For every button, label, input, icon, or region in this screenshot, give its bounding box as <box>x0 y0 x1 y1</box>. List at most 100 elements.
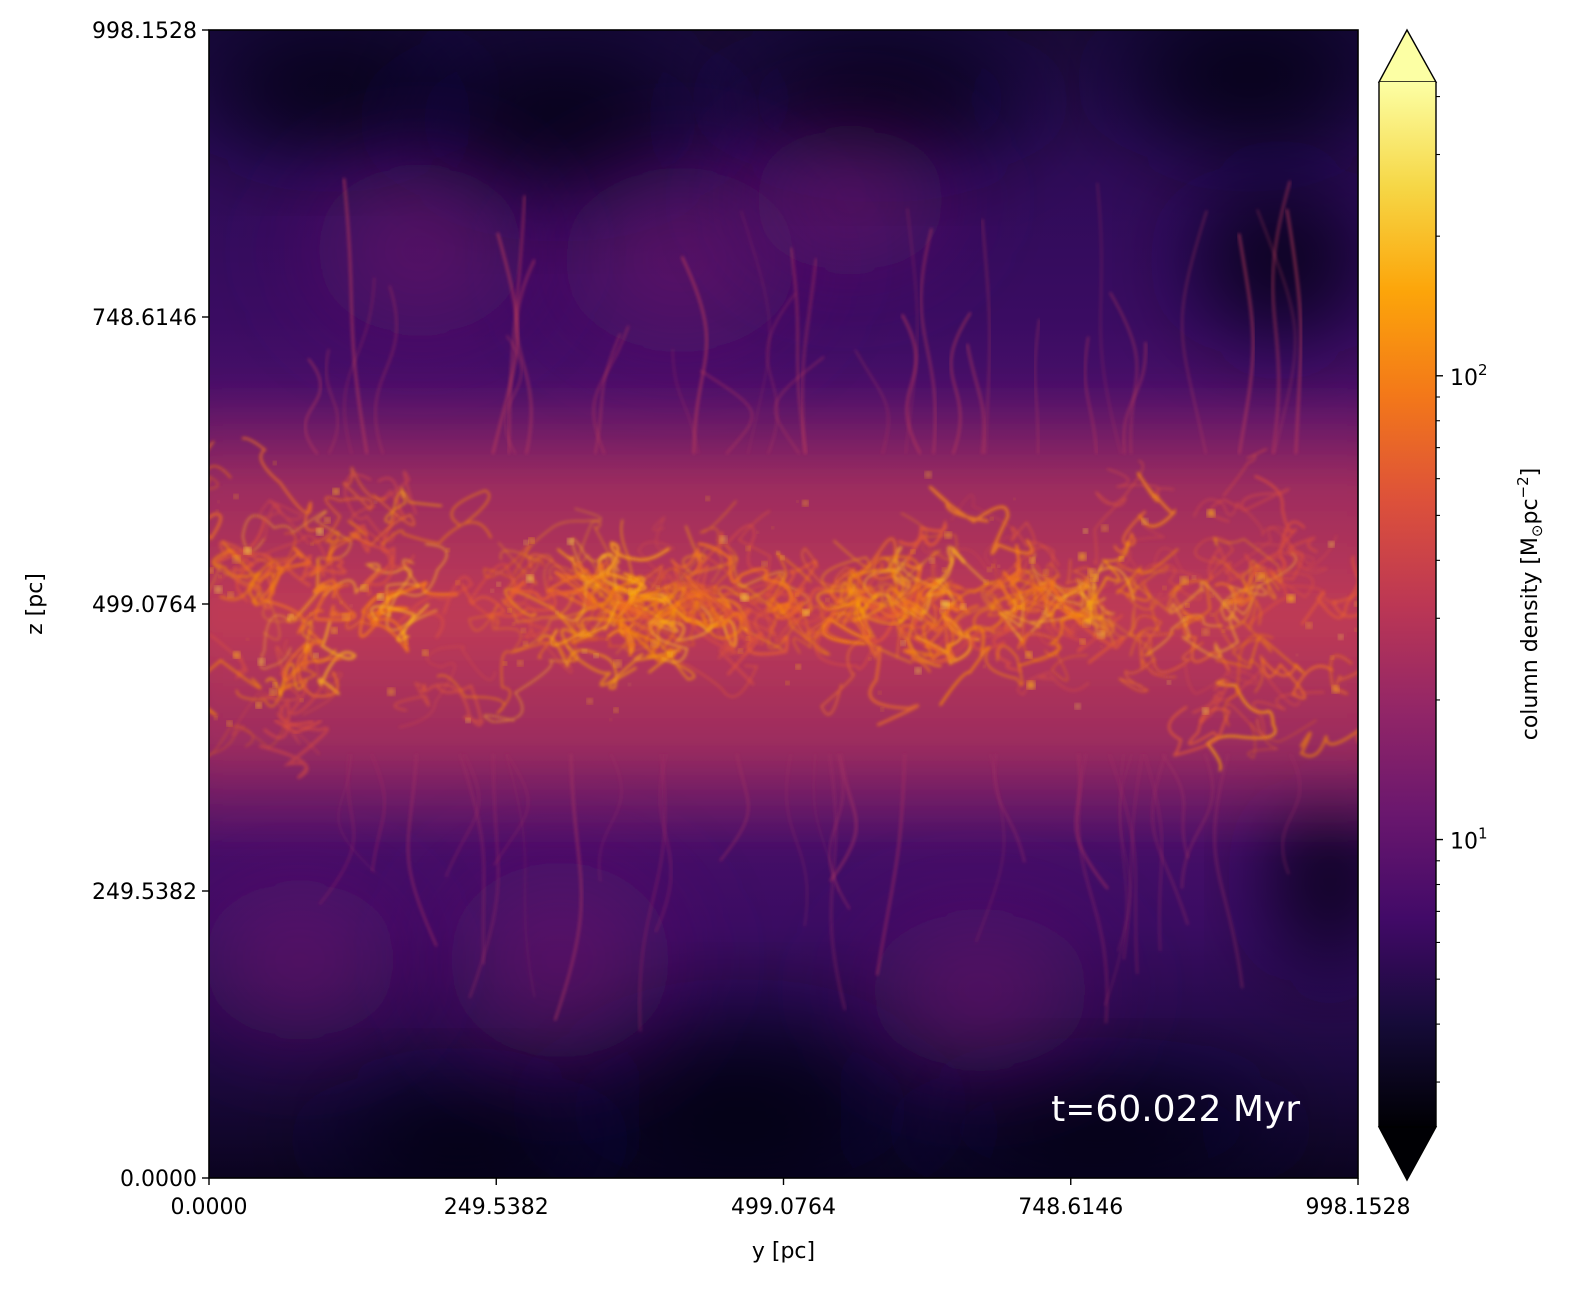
gas-filament <box>934 585 1027 634</box>
gas-wisp <box>304 357 322 455</box>
gas-wisp <box>458 753 486 965</box>
gas-filament <box>301 618 337 663</box>
gas-filament <box>1222 448 1268 497</box>
gas-wisp <box>1151 753 1189 926</box>
gas-filament <box>660 569 691 599</box>
gas-filament <box>891 558 946 601</box>
gas-filament <box>1225 560 1280 629</box>
gas-filament <box>643 602 695 646</box>
gas-filament <box>1153 547 1202 601</box>
gas-filament <box>1113 510 1146 553</box>
gas-filament <box>1301 556 1358 626</box>
dense-knot <box>944 531 952 539</box>
gas-filament <box>1118 642 1204 693</box>
gas-wisp <box>813 753 840 893</box>
dense-knot <box>900 640 906 646</box>
gas-filament <box>537 634 681 690</box>
dense-knot <box>795 664 801 670</box>
gas-filament <box>1182 611 1230 671</box>
dense-knot <box>1043 569 1049 575</box>
gas-wisp <box>981 218 991 455</box>
gas-wisp <box>1104 753 1127 1006</box>
gas-filament <box>1286 535 1337 573</box>
gas-filament <box>1299 729 1358 758</box>
gas-wisp <box>1180 753 1214 889</box>
gas-filament <box>754 587 805 640</box>
dense-knot <box>246 637 249 641</box>
gas-filament <box>1221 552 1297 622</box>
dense-knot <box>1100 645 1103 648</box>
dense-knot <box>582 649 587 654</box>
gas-wisp <box>445 753 480 878</box>
gas-filament <box>309 494 415 577</box>
dense-knot <box>404 639 409 645</box>
gas-wisp <box>900 313 922 455</box>
dense-knot <box>868 657 872 661</box>
gas-filament <box>929 616 1008 667</box>
dense-knot <box>1162 585 1167 590</box>
gas-wisp <box>950 311 972 455</box>
gas-filament <box>1331 590 1358 618</box>
colorbar-max-extension <box>1377 28 1438 83</box>
gas-filament <box>611 564 663 626</box>
gas-wisp <box>370 753 386 872</box>
gas-filament <box>928 485 1034 555</box>
gas-wisp <box>1123 753 1144 960</box>
y-tick-label: 748.6146 <box>92 306 197 331</box>
gas-filament <box>396 575 474 639</box>
gas-filament <box>1223 634 1274 727</box>
dense-knot <box>507 608 512 613</box>
gas-wisp <box>1237 233 1255 455</box>
gas-filament <box>686 531 724 608</box>
gas-filament <box>263 535 336 589</box>
y-tick-label: 0.0000 <box>120 1167 197 1192</box>
dense-knot <box>628 576 632 580</box>
colorbar-gradient <box>1379 82 1436 1127</box>
gas-wisp <box>801 258 818 455</box>
dense-knot <box>785 681 790 685</box>
gas-filament <box>674 590 755 686</box>
dense-knot <box>214 585 222 594</box>
gas-wisp <box>766 293 796 455</box>
dense-knot <box>740 593 749 602</box>
gas-wisp <box>876 753 906 976</box>
gas-filament <box>767 551 812 613</box>
dense-knot <box>1183 616 1189 621</box>
gas-filament <box>1063 585 1115 641</box>
gas-filament <box>647 605 713 664</box>
gas-filament <box>359 592 410 653</box>
gas-wisp <box>829 753 858 883</box>
gas-filament <box>282 642 342 682</box>
dense-knot <box>1074 703 1081 710</box>
y-tick-label: 998.1528 <box>92 19 197 44</box>
gas-filament <box>1231 599 1273 693</box>
gas-filament <box>1018 545 1093 635</box>
dense-knot <box>1202 628 1210 636</box>
gas-filament <box>738 510 776 605</box>
dense-knot <box>1082 619 1091 628</box>
gas-filament <box>209 563 263 597</box>
gas-filament <box>335 583 402 630</box>
dense-knot <box>1185 603 1190 608</box>
dense-knot <box>332 488 340 495</box>
dense-knot <box>517 660 523 666</box>
dense-knot <box>1222 629 1225 633</box>
dense-knot <box>1224 600 1232 608</box>
gas-filament <box>218 541 311 592</box>
gas-filament <box>262 599 314 641</box>
dense-knot <box>465 718 471 723</box>
dense-knot <box>1088 568 1096 576</box>
gas-wisp <box>493 753 529 866</box>
gas-wisp <box>1143 753 1163 952</box>
colorbar-label: column density [M⊙pc−2] <box>1514 468 1546 741</box>
dense-knot <box>1255 573 1264 581</box>
dense-knot <box>209 567 214 574</box>
gas-filament <box>235 668 318 708</box>
gas-filament <box>468 603 522 652</box>
gas-wisp <box>1034 318 1041 455</box>
gas-wisp <box>1122 341 1147 455</box>
gas-filament <box>1212 557 1250 650</box>
gas-wisp <box>1117 753 1133 952</box>
dense-knot <box>667 652 673 657</box>
gas-wisp <box>1161 753 1189 859</box>
